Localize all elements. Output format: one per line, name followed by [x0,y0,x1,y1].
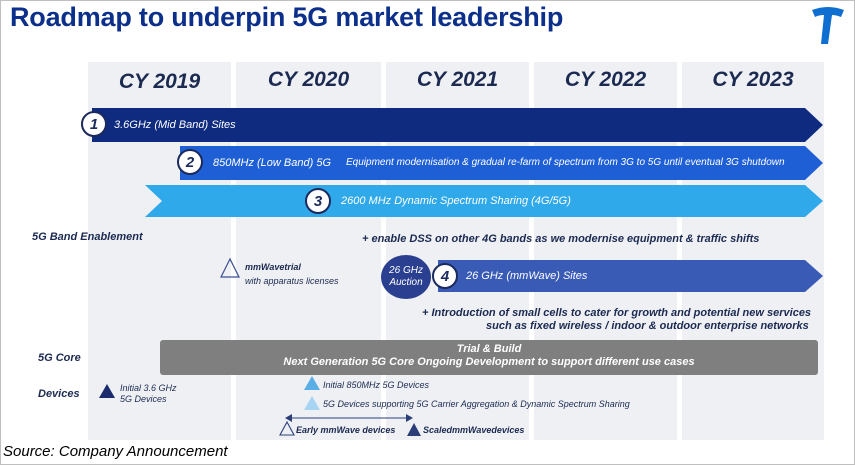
arrow-label: 2600 MHz Dynamic Spectrum Sharing (4G/5G… [341,195,571,207]
device-note: ScaledmmWavedevices [423,425,525,435]
year-label: CY 2023 [712,68,794,91]
timeline-arrow-head-left [285,414,292,422]
small-cells-note: such as fixed wireless / indoor & outdoo… [486,320,809,332]
telstra-logo-icon [812,7,844,44]
arrow-4-shape [438,260,823,292]
arrow-label: 3.6GHz (Mid Band) Sites [114,119,236,131]
arrow-1-shape [92,108,823,142]
trial-triangle-icon [220,257,240,278]
timeline-arrow-head-right [406,414,413,422]
device-triangle-icon [304,396,320,410]
arrow-label: 850MHz (Low Band) 5G [213,157,331,169]
device-note: Initial 3.6 GHz [120,383,177,393]
device-note: Early mmWave devices [296,425,396,435]
dss-note: + enable DSS on other 4G bands as we mod… [362,233,760,245]
core-bar-text: Trial & Build Next Generation 5G Core On… [160,343,818,369]
year-label: CY 2019 [118,70,201,93]
device-triangle-icon [304,376,320,390]
device-triangle-icon [279,420,295,436]
small-cells-note: + Introduction of small cells to cater f… [422,307,812,319]
auction-badge: 26 GHz Auction [381,255,431,299]
core-bar-shape [160,340,818,375]
core-line: Next Generation 5G Core Ongoing Developm… [283,356,695,368]
core-line: Trial & Build [456,343,522,355]
arrow-detail: Equipment modernisation & gradual re-far… [346,157,785,168]
year-label: CY 2020 [267,68,350,91]
year-label: CY 2021 [416,68,499,91]
row-label-devices: Devices [38,388,80,400]
device-note: Initial 850MHz 5G Devices [323,380,430,390]
source-caption: Source: Company Announcement [3,443,228,460]
device-triangle-icon [99,384,115,398]
milestone-number: 3 [305,188,331,214]
arrow-label: 26 GHz (mmWave) Sites [466,270,588,282]
page-title: Roadmap to underpin 5G market leadership [10,2,564,32]
row-label-core: 5G Core [38,352,81,364]
mmwave-trial-sub: with apparatus licenses [245,276,339,286]
device-triangle-icon [407,423,421,436]
device-note: 5G Devices [120,394,167,404]
row-label-band: 5G Band Enablement [32,231,143,243]
auction-line: 26 GHz [389,265,423,276]
year-label: CY 2022 [564,68,647,91]
device-note: 5G Devices supporting 5G Carrier Aggrega… [323,399,630,409]
arrow-2-shape [180,146,823,180]
milestone-number: 2 [177,149,203,175]
auction-line: Auction [389,277,423,288]
mmwave-trial-title: mmWavetrial [245,262,301,272]
milestone-number: 4 [432,263,458,289]
milestone-number: 1 [81,111,107,137]
